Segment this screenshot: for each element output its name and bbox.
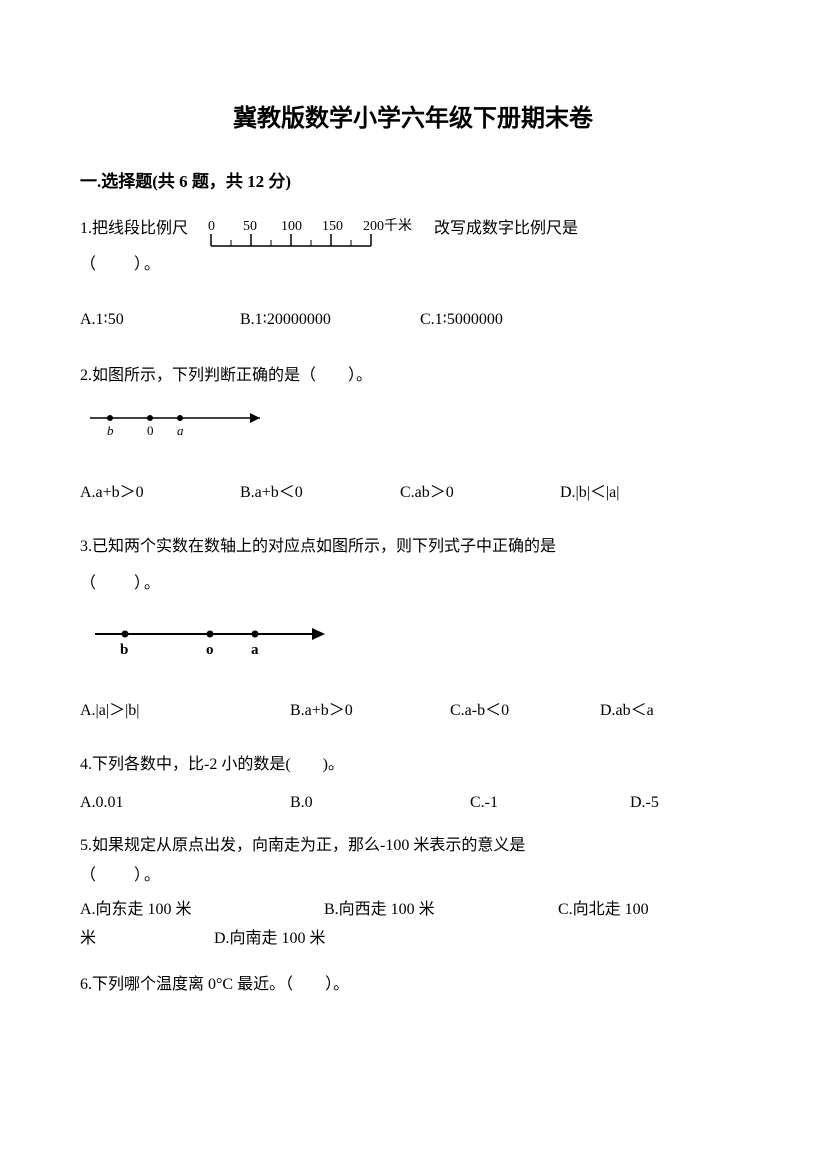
- q5-option-c-tail: 米: [80, 925, 210, 954]
- question-1: 1.把线段比例尺 0 50 100 150 200千米 改写成数字比例尺是: [80, 216, 746, 333]
- svg-text:a: a: [251, 642, 259, 658]
- question-6: 6.下列哪个温度离 0°C 最近。（ ）。: [80, 972, 746, 998]
- q5-option-c: C.向北走 100: [558, 901, 649, 918]
- q5-blank: （ ）。: [80, 863, 746, 889]
- svg-text:0: 0: [208, 219, 215, 234]
- svg-text:100: 100: [281, 219, 302, 234]
- q2-option-c: C.ab＞0: [400, 480, 560, 506]
- q3-blank: （ ）。: [80, 571, 746, 597]
- svg-text:a: a: [177, 423, 184, 438]
- q1-option-a: A.1∶50: [80, 307, 240, 333]
- svg-text:0: 0: [147, 423, 154, 438]
- q3-option-b: B.a+b＞0: [290, 698, 450, 724]
- q1-blank: （ ）。: [80, 252, 746, 278]
- q1-option-c: C.1∶5000000: [420, 307, 580, 333]
- svg-text:150: 150: [322, 219, 343, 234]
- question-2: 2.如图所示，下列判断正确的是（ ）。 b 0 a A.a+b＞0 B.a+b＜…: [80, 363, 746, 506]
- q2-text: 2.如图所示，下列判断正确的是（ ）。: [80, 363, 746, 389]
- q1-option-b: B.1∶20000000: [240, 307, 420, 333]
- svg-text:200千米: 200千米: [363, 218, 412, 234]
- q5-option-a: A.向东走 100 米: [80, 896, 320, 925]
- q3-option-c: C.a-b＜0: [450, 698, 600, 724]
- q2-number-line: b 0 a: [80, 403, 746, 452]
- question-5: 5.如果规定从原点出发，向南走为正，那么-100 米表示的意义是 （ ）。 A.…: [80, 833, 746, 954]
- q2-option-a: A.a+b＞0: [80, 480, 240, 506]
- q4-option-a: A.0.01: [80, 790, 290, 816]
- svg-text:50: 50: [243, 219, 257, 234]
- q4-text: 4.下列各数中，比-2 小的数是( )。: [80, 752, 746, 778]
- ruler-scale-diagram: 0 50 100 150 200千米: [196, 216, 426, 252]
- svg-text:o: o: [206, 642, 214, 658]
- question-3: 3.已知两个实数在数轴上的对应点如图所示，则下列式子中正确的是 （ ）。 b o…: [80, 534, 746, 724]
- q1-prefix: 1.把线段比例尺: [80, 216, 188, 242]
- q6-text: 6.下列哪个温度离 0°C 最近。（ ）。: [80, 972, 746, 998]
- question-4: 4.下列各数中，比-2 小的数是( )。 A.0.01 B.0 C.-1 D.-…: [80, 752, 746, 815]
- q3-text: 3.已知两个实数在数轴上的对应点如图所示，则下列式子中正确的是: [80, 534, 746, 560]
- q4-option-d: D.-5: [630, 790, 730, 816]
- q3-option-d: D.ab＜a: [600, 698, 654, 724]
- q2-option-b: B.a+b＜0: [240, 480, 400, 506]
- svg-text:b: b: [120, 642, 128, 658]
- section-header: 一.选择题(共 6 题，共 12 分): [80, 168, 746, 195]
- q5-option-b: B.向西走 100 米: [324, 896, 554, 925]
- q3-option-a: A.|a|＞|b|: [80, 698, 290, 724]
- page-title: 冀教版数学小学六年级下册期末卷: [80, 100, 746, 138]
- q4-option-c: C.-1: [470, 790, 630, 816]
- q4-option-b: B.0: [290, 790, 470, 816]
- q5-option-d: D.向南走 100 米: [214, 930, 326, 947]
- svg-text:b: b: [107, 423, 114, 438]
- q1-suffix: 改写成数字比例尺是: [434, 216, 578, 242]
- q3-number-line: b o a: [80, 622, 746, 671]
- q2-option-d: D.|b|＜|a|: [560, 480, 690, 506]
- q5-text: 5.如果规定从原点出发，向南走为正，那么-100 米表示的意义是: [80, 833, 746, 859]
